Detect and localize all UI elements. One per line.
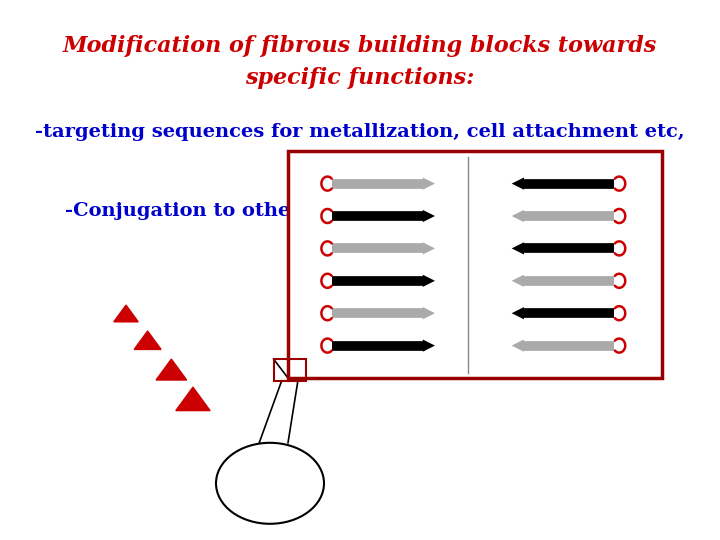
- Polygon shape: [156, 359, 186, 380]
- Text: or: or: [348, 156, 372, 174]
- Text: -targeting sequences for metallization, cell attachment etc,: -targeting sequences for metallization, …: [35, 123, 685, 141]
- Polygon shape: [114, 305, 138, 322]
- Text: -Conjugation to other organic moieties to form hybrid: -Conjugation to other organic moieties t…: [66, 201, 654, 220]
- Bar: [288, 151, 662, 378]
- Text: specific functions:: specific functions:: [246, 68, 474, 89]
- Polygon shape: [134, 331, 161, 349]
- Text: materials: materials: [308, 234, 412, 252]
- Bar: [274, 359, 306, 381]
- Text: Modification of fibrous building blocks towards: Modification of fibrous building blocks …: [63, 35, 657, 57]
- Polygon shape: [176, 387, 210, 410]
